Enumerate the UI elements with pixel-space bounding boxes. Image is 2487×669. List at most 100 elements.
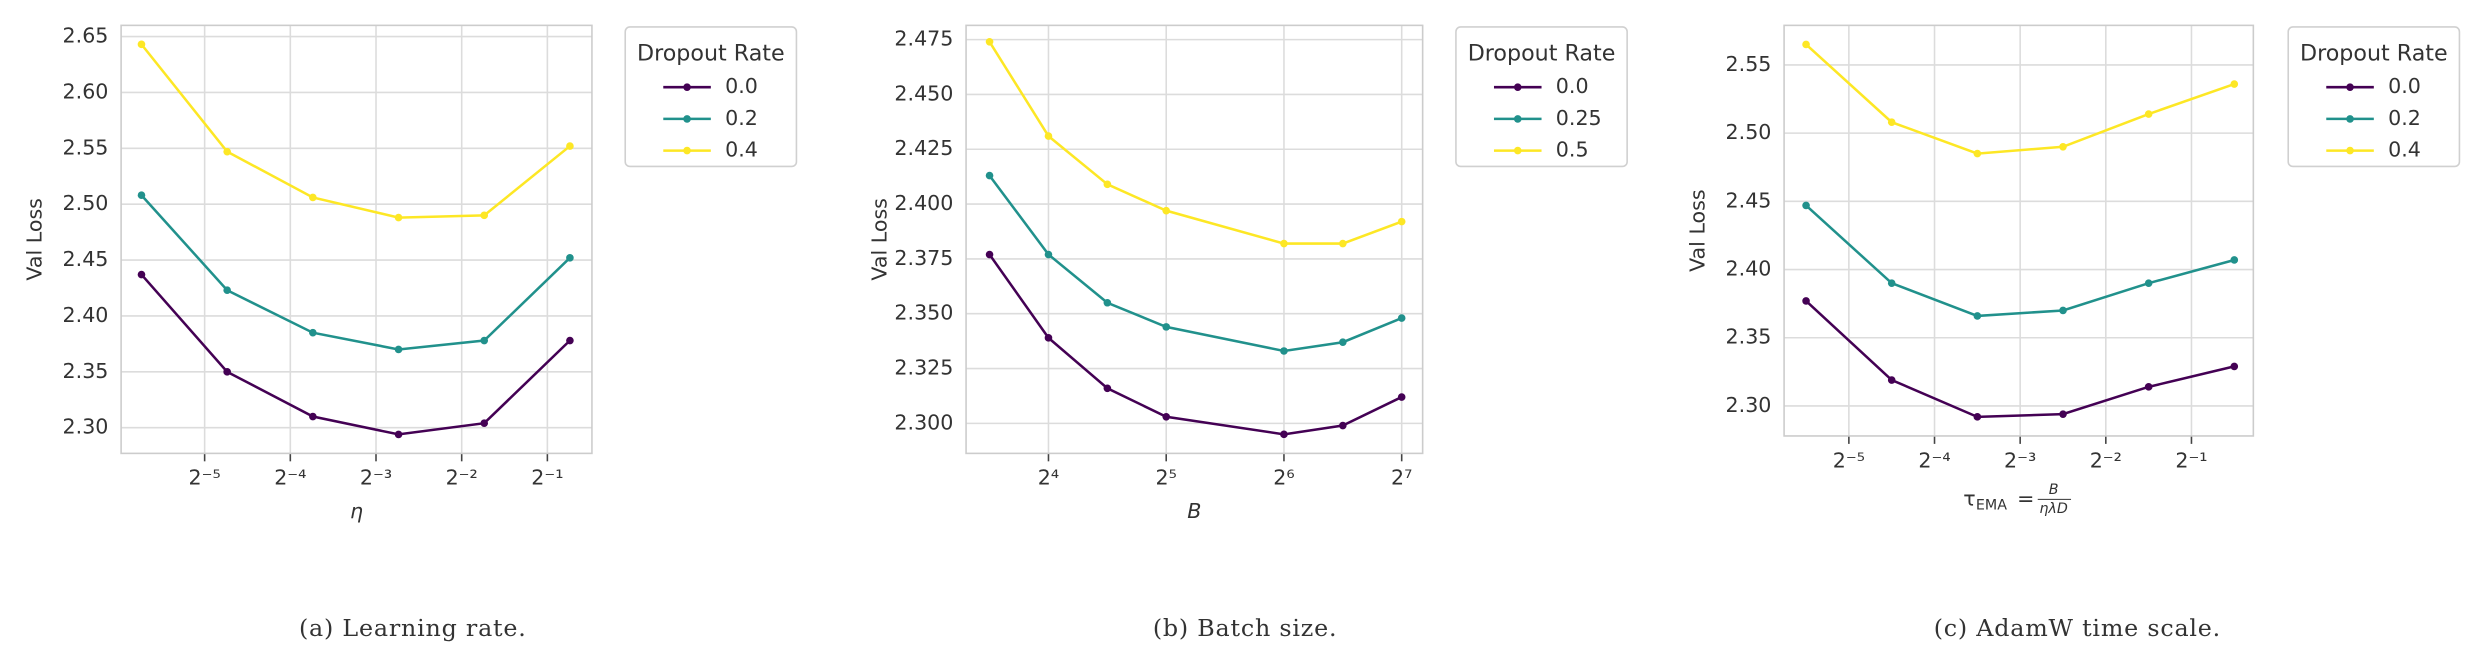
- legend-label: 0.4: [2388, 138, 2421, 162]
- x-tick-label: 2⁻¹: [531, 466, 563, 490]
- y-tick-label: 2.425: [894, 136, 953, 160]
- legend-swatch: [1513, 83, 1522, 91]
- point: [2144, 383, 2153, 391]
- legend-swatch: [683, 146, 691, 155]
- x-axis-label: B: [1187, 499, 1201, 523]
- x-tick-label: 2⁻⁵: [1833, 448, 1865, 472]
- y-tick-label: 2.45: [1726, 188, 1772, 212]
- series-line: [1805, 204, 2235, 318]
- plot-frame: [1783, 24, 2255, 437]
- y-tick-label: 2.60: [63, 79, 109, 103]
- point: [309, 412, 317, 421]
- y-tick-label: 2.375: [894, 246, 953, 270]
- y-tick-label: 2.475: [894, 27, 953, 51]
- point: [1280, 239, 1288, 248]
- y-tick-label: 2.50: [1726, 120, 1772, 144]
- legend-swatch: [2346, 146, 2354, 155]
- point: [480, 336, 489, 345]
- legend-swatch: [2346, 115, 2354, 123]
- point: [985, 250, 994, 259]
- y-tick-label: 2.350: [894, 301, 953, 325]
- y-tick-label: 2.400: [894, 191, 953, 215]
- legend-box: [624, 26, 798, 168]
- point: [480, 211, 489, 220]
- point: [394, 345, 403, 354]
- legend-box: [1455, 26, 1628, 168]
- x-tick-label: 2⁻³: [360, 466, 392, 490]
- point: [566, 254, 574, 262]
- y-axis-label: Val Loss: [867, 198, 891, 281]
- point: [1802, 297, 1810, 305]
- point: [2230, 80, 2239, 88]
- x-axis-label: η: [350, 499, 363, 523]
- point: [394, 213, 403, 222]
- point: [1973, 413, 1982, 421]
- x-tick-label: 2⁻²: [446, 466, 478, 490]
- point: [2059, 142, 2067, 151]
- point: [223, 286, 231, 295]
- x-tick-label: 2⁵: [1156, 466, 1177, 490]
- legend-title: Dropout Rate: [637, 40, 785, 66]
- x-tick-label: 2⁻⁴: [274, 466, 306, 490]
- point: [1973, 149, 1982, 158]
- legend-swatch: [1513, 115, 1522, 123]
- caption: (c) AdamW time scale.: [1934, 614, 2221, 642]
- point: [2144, 279, 2153, 287]
- point: [1103, 180, 1112, 189]
- point: [566, 142, 574, 150]
- y-tick-label: 2.30: [63, 415, 109, 439]
- point: [1280, 347, 1288, 355]
- point: [223, 368, 231, 376]
- legend-label: 0.2: [2388, 106, 2421, 130]
- y-tick-label: 2.300: [894, 410, 953, 434]
- point: [1280, 430, 1288, 439]
- point: [1339, 338, 1347, 347]
- point: [2059, 306, 2067, 315]
- point: [1887, 118, 1896, 127]
- series-line: [1805, 43, 2235, 155]
- x-axis-label: τ: [1963, 486, 1975, 510]
- y-tick-label: 2.450: [894, 81, 953, 105]
- series-line: [140, 273, 571, 436]
- y-tick-label: 2.30: [1726, 393, 1772, 417]
- y-axis-label: Val Loss: [1685, 189, 1709, 272]
- point: [223, 147, 231, 156]
- point: [1103, 298, 1112, 307]
- point: [137, 270, 146, 279]
- x-tick-label: 2⁷: [1391, 466, 1412, 490]
- y-tick-label: 2.40: [1726, 257, 1772, 281]
- point: [1162, 323, 1171, 331]
- y-tick-label: 2.45: [63, 247, 109, 271]
- y-tick-label: 2.55: [1726, 52, 1772, 76]
- x-tick-label: 2⁶: [1273, 466, 1294, 490]
- point: [2230, 362, 2239, 371]
- point: [1887, 376, 1896, 384]
- y-tick-label: 2.35: [63, 359, 109, 383]
- legend-title: Dropout Rate: [2300, 40, 2448, 66]
- x-tick-label: 2⁻²: [2090, 448, 2122, 472]
- point: [1802, 40, 1810, 49]
- point: [394, 430, 403, 439]
- x-tick-label: 2⁻⁴: [1918, 448, 1950, 472]
- legend-label: 0.0: [1556, 74, 1589, 98]
- point: [985, 171, 994, 180]
- point: [1973, 312, 1982, 320]
- plot-frame: [965, 24, 1424, 455]
- series-line: [1805, 299, 2235, 419]
- x-axis-label: ηλD: [2039, 501, 2067, 517]
- legend-label: 0.25: [1556, 106, 1602, 130]
- point: [1339, 421, 1347, 430]
- x-tick-label: 2⁻⁵: [189, 466, 221, 490]
- legend-swatch: [1513, 146, 1522, 155]
- point: [1887, 279, 1896, 287]
- point: [1103, 384, 1112, 393]
- point: [2144, 110, 2153, 118]
- legend-swatch: [683, 115, 691, 123]
- legend-box: [2287, 26, 2461, 168]
- plot-frame: [120, 24, 593, 455]
- point: [2230, 256, 2239, 264]
- point: [1044, 132, 1053, 140]
- point: [1162, 412, 1171, 421]
- point: [985, 38, 994, 46]
